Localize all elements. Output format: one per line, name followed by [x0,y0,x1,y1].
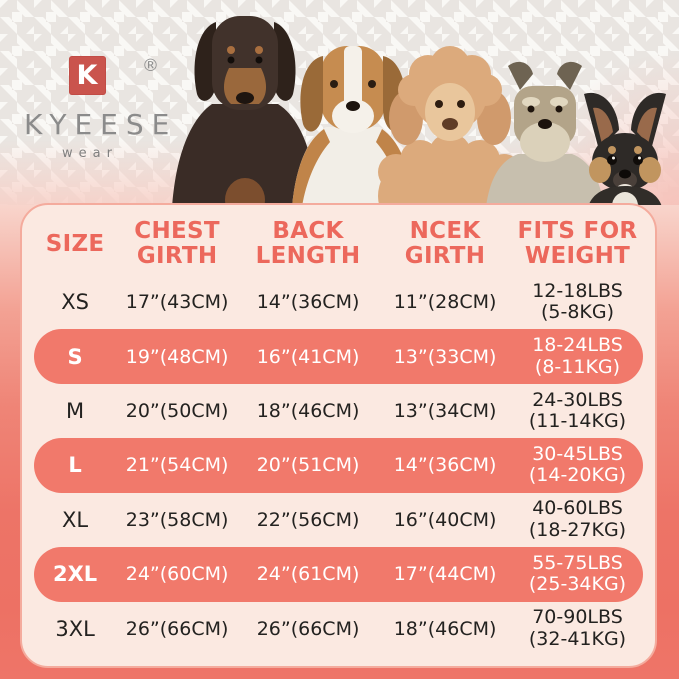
brand-logo-mark-icon: K [68,56,106,95]
size-cell: XL [62,507,89,532]
neck-girth-cell: 14”(36CM) [393,454,497,477]
table-row-2xl: 2XL 24”(60CM) 24”(61CM) 17”(44CM) 55-75L… [34,547,643,602]
chest-girth-cell: 24”(60CM) [125,563,229,586]
header-fits-for-weight: FITS FOR WEIGHT [517,218,638,269]
table-row-xl: XL 23”(58CM) 22”(56CM) 16”(40CM) 40-60LB… [34,493,643,547]
size-cell: 3XL [55,616,95,641]
neck-girth-cell: 11”(28CM) [393,291,497,314]
table-row-3xl: 3XL 26”(66CM) 26”(66CM) 18”(46CM) 70-90L… [34,602,643,656]
back-length-cell: 18”(46CM) [256,400,360,423]
back-length-cell: 16”(41CM) [256,345,360,368]
neck-girth-cell: 13”(33CM) [393,345,497,368]
neck-girth-cell: 16”(40CM) [393,508,497,531]
weight-cell: 24-30LBS (11-14KG) [528,388,627,433]
size-cell: M [66,399,85,424]
table-row-m: M 20”(50CM) 18”(46CM) 13”(34CM) 24-30LBS… [34,384,643,438]
chest-girth-cell: 20”(50CM) [125,400,229,423]
header-neck-girth: NCEK GIRTH [404,218,486,269]
size-chart-card: SIZE CHEST GIRTH BACK LENGTH NCEK GIRTH FIT… [20,203,657,668]
weight-cell: 18-24LBS (8-11KG) [532,334,623,378]
neck-girth-cell: 18”(46CM) [393,617,497,640]
header-chest-girth: CHEST GIRTH [134,218,220,269]
back-length-cell: 26”(66CM) [256,617,360,640]
dogs-photo [172,16,666,207]
chest-girth-cell: 26”(66CM) [125,617,229,640]
back-length-cell: 14”(36CM) [256,291,360,314]
hero-section: K ® KYEESE wear [0,0,679,207]
back-length-cell: 24”(61CM) [256,563,360,586]
weight-cell: 40-60LBS (18-27KG) [528,497,627,541]
brand-logo: K ® KYEESE wear [16,56,178,161]
weight-cell: 12-18LBS (5-8KG) [532,279,623,324]
registered-trademark-icon: ® [142,56,159,76]
chest-girth-cell: 17”(43CM) [125,291,229,314]
table-row-l: L 21”(54CM) 20”(51CM) 14”(36CM) 30-45LBS… [34,438,643,493]
dog-poodle-icon [378,46,522,207]
header-size: SIZE [45,230,105,257]
chest-girth-cell: 19”(48CM) [125,345,229,368]
table-row-s: S 19”(48CM) 16”(41CM) 13”(33CM) 18-24LBS… [34,329,643,384]
size-cell: 2XL [53,562,98,587]
table-row-xs: XS 17”(43CM) 14”(36CM) 11”(28CM) 12-18LB… [34,275,643,329]
size-cell: L [68,453,82,478]
chest-girth-cell: 21”(54CM) [125,454,229,477]
brand-name: KYEESE [24,108,178,141]
brand-logo-letter: K [76,60,98,91]
chest-girth-cell: 23”(58CM) [125,508,229,531]
dog-schnauzer-icon [486,61,604,207]
neck-girth-cell: 13”(34CM) [393,400,497,423]
table-header-row: SIZE CHEST GIRTH BACK LENGTH NCEK GIRTH FIT… [34,213,643,275]
weight-cell: 70-90LBS (32-41KG) [528,606,627,650]
dog-doberman-icon [172,16,318,207]
back-length-cell: 22”(56CM) [256,508,360,531]
back-length-cell: 20”(51CM) [256,454,360,477]
brand-subtitle: wear [62,146,118,161]
size-cell: XS [61,290,89,315]
weight-cell: 55-75LBS (25-34KG) [528,551,627,596]
dog-chihuahua-icon [584,92,666,207]
neck-girth-cell: 17”(44CM) [393,563,497,586]
size-cell: S [67,344,83,369]
header-back-length: BACK LENGTH [255,218,361,269]
weight-cell: 30-45LBS (14-20KG) [528,442,627,487]
